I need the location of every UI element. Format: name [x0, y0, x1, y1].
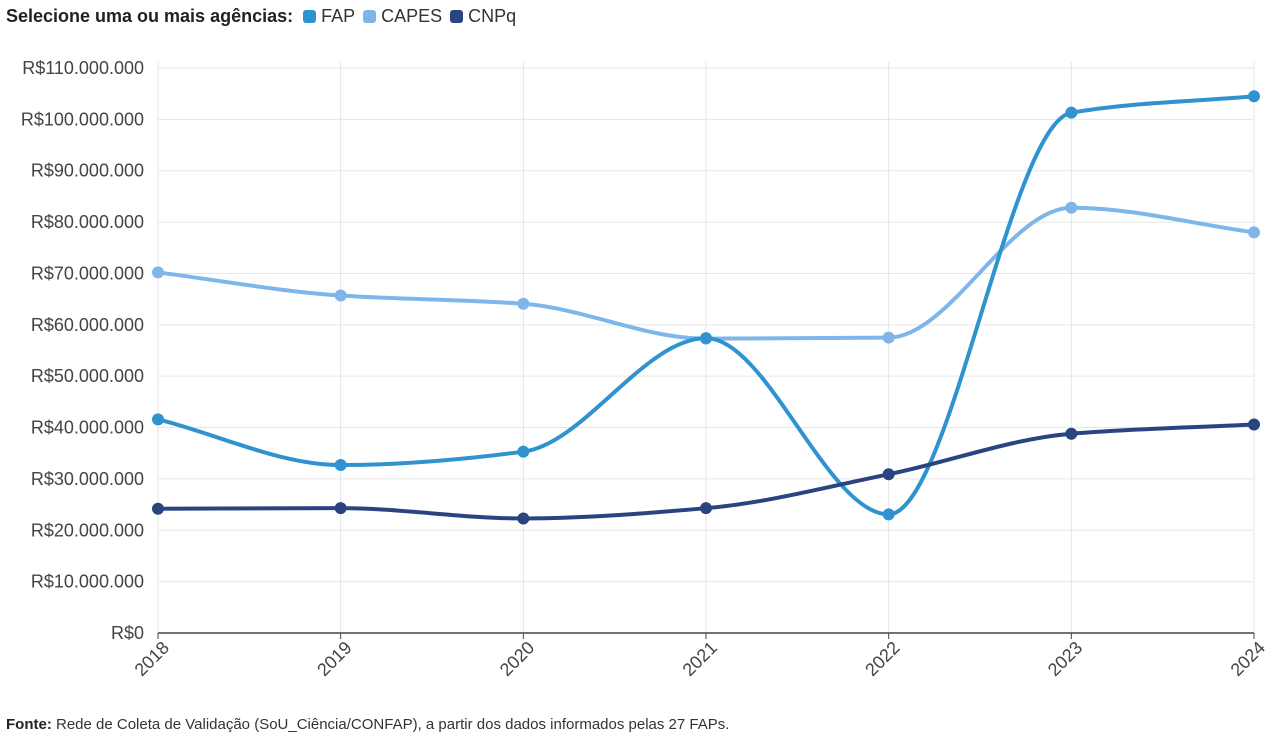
legend-item-label: CAPES: [381, 5, 443, 26]
legend-item-label: CNPq: [468, 5, 517, 26]
data-point-capes: [1065, 201, 1078, 214]
data-point-fap: [700, 332, 712, 345]
y-tick-label: R$40.000.000: [31, 418, 144, 438]
y-tick-label: R$110.000.000: [22, 58, 144, 78]
data-point-capes: [152, 266, 164, 279]
data-point-fap: [1248, 90, 1260, 103]
legend-title: Selecione uma ou mais agências:: [6, 5, 294, 26]
y-tick-label: R$80.000.000: [31, 212, 144, 232]
data-point-fap: [152, 413, 164, 426]
data-point-fap: [334, 459, 347, 472]
capes-swatch-icon: [363, 9, 377, 23]
data-point-cnpq: [700, 502, 712, 515]
data-point-fap: [1065, 106, 1078, 119]
y-tick-label: R$90.000.000: [31, 161, 144, 181]
legend: Selecione uma ou mais agências: FAP CAPE…: [6, 4, 524, 28]
data-point-cnpq: [334, 502, 347, 515]
y-tick-label: R$20.000.000: [31, 520, 144, 540]
legend-item-fap[interactable]: FAP: [303, 6, 355, 27]
legend-item-capes[interactable]: CAPES: [363, 6, 442, 27]
data-point-cnpq: [517, 512, 530, 525]
data-point-fap: [882, 508, 895, 521]
data-point-capes: [334, 289, 347, 302]
y-tick-label: R$60.000.000: [31, 315, 144, 335]
x-tick-label: 2021: [679, 638, 721, 680]
y-tick-label: R$30.000.000: [31, 469, 144, 489]
data-point-cnpq: [152, 502, 164, 515]
data-point-cnpq: [882, 468, 895, 481]
data-point-capes: [1248, 226, 1260, 239]
x-tick-label: 2018: [131, 638, 173, 680]
source-note: Fonte: Rede de Coleta de Validação (SoU_…: [6, 716, 729, 733]
y-tick-label: R$10.000.000: [31, 572, 144, 592]
data-point-capes: [882, 331, 895, 344]
legend-item-label: FAP: [321, 5, 356, 26]
data-point-fap: [517, 445, 530, 458]
series-line-fap: [156, 94, 1256, 517]
x-tick-label: 2019: [313, 638, 355, 680]
y-tick-label: R$0: [111, 623, 144, 643]
legend-item-cnpq[interactable]: CNPq: [450, 6, 516, 27]
data-point-capes: [517, 297, 530, 310]
y-tick-label: R$50.000.000: [31, 366, 144, 386]
data-point-cnpq: [1065, 427, 1078, 440]
x-tick-label: 2022: [861, 638, 903, 680]
fap-swatch-icon: [303, 9, 317, 23]
data-point-cnpq: [1248, 418, 1260, 431]
line-chart: R$0 R$10.000.000 R$20.000.000 R$30.000.000 R…: [21, 58, 1269, 680]
y-tick-label: R$70.000.000: [31, 263, 144, 283]
x-tick-label: 2024: [1227, 638, 1269, 680]
x-tick-label: 2020: [496, 638, 538, 680]
y-tick-label: R$100.000.000: [21, 109, 144, 129]
source-text: Rede de Coleta de Validação (SoU_Ciência…: [56, 716, 730, 733]
x-tick-label: 2023: [1044, 638, 1086, 680]
source-label: Fonte:: [6, 716, 52, 733]
cnpq-swatch-icon: [450, 9, 464, 23]
